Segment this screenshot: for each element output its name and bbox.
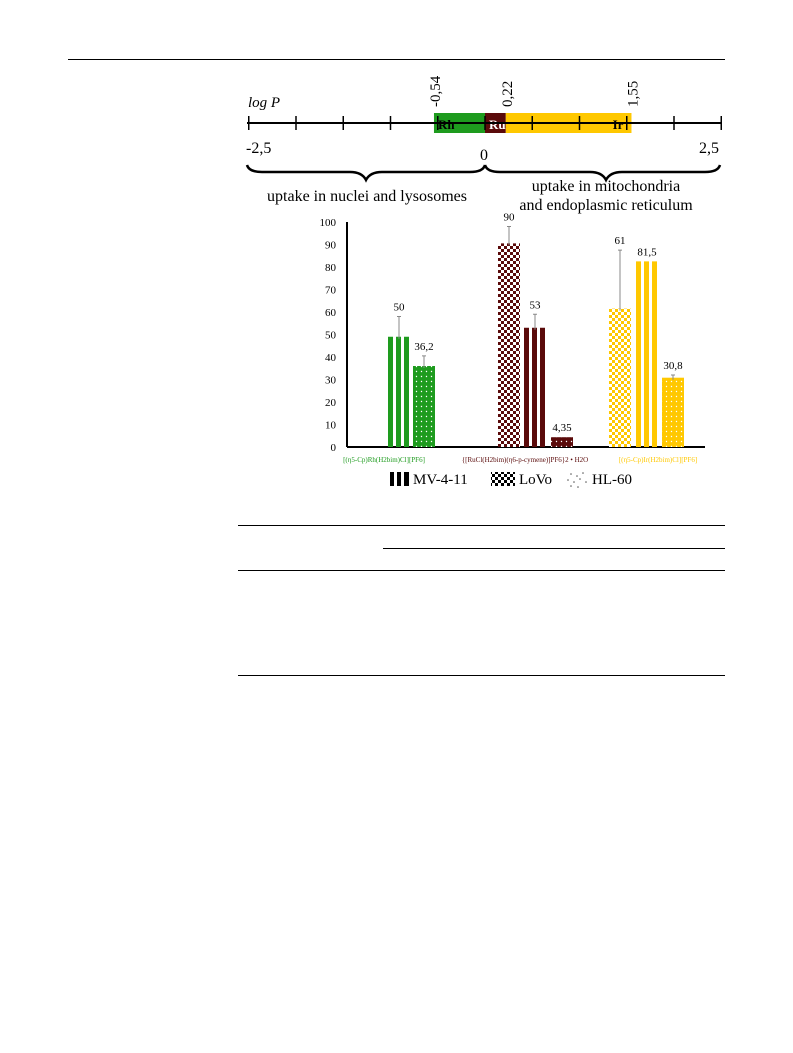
y-tick-label: 50 [325, 330, 337, 342]
bar-value-label: 81,5 [637, 246, 657, 258]
left-brace [245, 164, 487, 183]
bar-group3-hl-60 [662, 377, 684, 447]
page-header-rule [68, 59, 725, 60]
y-tick-label: 30 [325, 375, 337, 387]
legend-label-hl-60: HL-60 [592, 472, 632, 488]
y-tick-label: 100 [320, 217, 337, 229]
group-label-3: [(η5-Cp)Ir(H2bim)Cl][PF6] [619, 456, 697, 464]
y-tick-label: 90 [325, 240, 337, 252]
logp-min-label: -2,5 [246, 140, 271, 157]
bar-value-label: 4,35 [552, 422, 572, 434]
brace-label-left: uptake in nuclei and lysosomes [267, 188, 467, 205]
table-header-bottom-rule [238, 570, 725, 571]
logp-segment-label-ru: Ru [489, 117, 506, 132]
legend: MV-4-11 LoVo HL-60 [390, 472, 632, 488]
logp-marker-label: 1,55 [625, 81, 641, 107]
logp-segment-label-ir: Ir [613, 117, 624, 132]
brace-label-right-line2: and endoplasmic reticulum [519, 197, 693, 214]
brace-label-right-line1: uptake in mitochondria [532, 178, 680, 195]
logp-max-label: 2,5 [699, 140, 719, 157]
table-header-subrule [383, 548, 725, 549]
figure: Rh Ru Ir log P -2,5 2,5 0 -0,54 0,22 1,55 up… [245, 75, 722, 488]
group-label-1: [(η5-Cp)Rh(H2bim)Cl][PF6] [343, 456, 425, 464]
bar-group1-hl-60 [413, 366, 435, 447]
bar-group1-mv-4-11 [388, 336, 409, 447]
logp-segment-label-rh: Rh [438, 117, 455, 132]
bar-value-label: 53 [530, 299, 542, 311]
bar-value-label: 30,8 [663, 360, 683, 372]
logp-zero-label: 0 [480, 147, 488, 164]
bar-group2-lovo [498, 243, 520, 447]
bar-group3-lovo [609, 308, 631, 447]
logp-scale: Rh Ru Ir log P -2,5 2,5 0 -0,54 0,22 1,55 up… [245, 75, 722, 214]
legend-swatch-lovo [491, 472, 515, 486]
y-tick-label: 80 [325, 262, 337, 274]
legend-swatch-hl-60 [567, 472, 587, 488]
bar-value-label: 90 [504, 212, 516, 224]
logp-axis-label: log P [248, 95, 280, 111]
y-tick-label: 20 [325, 397, 337, 409]
logp-marker-label: 0,22 [500, 81, 516, 107]
bar-group2-hl-60 [551, 437, 573, 447]
table-bottom-rule [238, 675, 725, 676]
y-tick-label: 60 [325, 307, 337, 319]
bar-chart: 0 10 20 30 40 50 60 70 80 90 100 50 36,2 90 53 4,35 61 8… [320, 212, 705, 464]
legend-label-lovo: LoVo [519, 472, 552, 488]
y-tick-label: 0 [331, 442, 337, 454]
right-brace [483, 164, 722, 183]
bar-value-label: 50 [394, 302, 406, 314]
bar-value-label: 36,2 [414, 341, 433, 353]
y-tick-label: 10 [325, 420, 337, 432]
legend-swatch-mv-4-11 [390, 472, 409, 486]
bar-group3-mv-4-11 [636, 261, 657, 447]
bar-group2-mv-4-11 [524, 327, 545, 447]
y-tick-label: 40 [325, 352, 337, 364]
logp-marker-label: -0,54 [428, 75, 444, 107]
legend-label-mv-4-11: MV-4-11 [413, 472, 468, 488]
bar-value-label: 61 [615, 235, 626, 247]
group-label-2: {[RuCl(H2bim)(η6-p-cymene)]PF6}2 • H2O [462, 456, 588, 464]
table-top-rule [238, 525, 725, 526]
y-tick-label: 70 [325, 285, 337, 297]
